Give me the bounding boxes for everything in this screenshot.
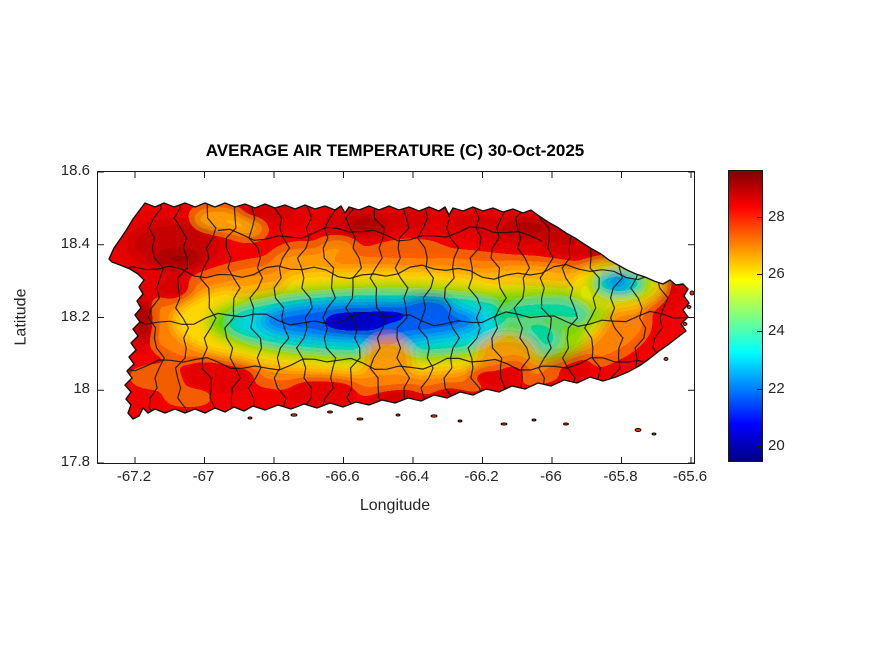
colorbar-tick-label: 28 — [768, 208, 785, 226]
x-axis-tick-label: -66 — [540, 468, 562, 485]
x-axis-tick-label: -66.6 — [325, 468, 360, 485]
x-axis-tick-label: -67 — [192, 468, 215, 485]
colorbar-tick — [757, 445, 762, 447]
colorbar-tick — [757, 331, 762, 333]
y-axis-tick-label: 18 — [73, 380, 90, 398]
y-axis-tick-label: 17.8 — [60, 453, 90, 470]
y-axis-tick-label: 18.2 — [60, 307, 90, 325]
x-axis-tick-label: -65.8 — [603, 468, 638, 485]
x-axis-tick-label: -66.4 — [394, 468, 430, 485]
y-axis-tick-label: 18.4 — [60, 234, 90, 252]
island-outline — [108, 202, 690, 420]
colorbar-tick — [757, 274, 762, 276]
axis-tick-marks — [98, 172, 694, 463]
colorbar — [728, 170, 763, 462]
x-axis-tick-label: -67.2 — [116, 468, 152, 485]
island-map-svg — [98, 172, 694, 463]
plot-area — [97, 171, 695, 464]
offshore-cays — [247, 290, 694, 436]
x-axis-label: Longitude — [359, 497, 431, 514]
y-axis-label-text: Latitude — [12, 288, 29, 345]
colorbar-tick-label: 22 — [768, 379, 785, 397]
heat-field — [109, 203, 689, 419]
colorbar-tick-label: 26 — [768, 265, 785, 283]
x-axis-tick-label: -66.2 — [464, 468, 499, 485]
x-axis-tick-label: -66.8 — [255, 468, 291, 485]
colorbar-tick-label: 24 — [768, 322, 785, 340]
plot-title: AVERAGE AIR TEMPERATURE (C) 30-Oct-2025 — [205, 141, 585, 160]
colorbar-tick — [757, 388, 762, 390]
x-axis-tick-label: -65.6 — [672, 468, 708, 485]
y-axis-label: Latitude — [8, 171, 34, 462]
colorbar-tick — [757, 217, 762, 219]
colorbar-tick-label: 20 — [768, 436, 785, 454]
y-axis-tick-label: 18.6 — [60, 162, 90, 179]
